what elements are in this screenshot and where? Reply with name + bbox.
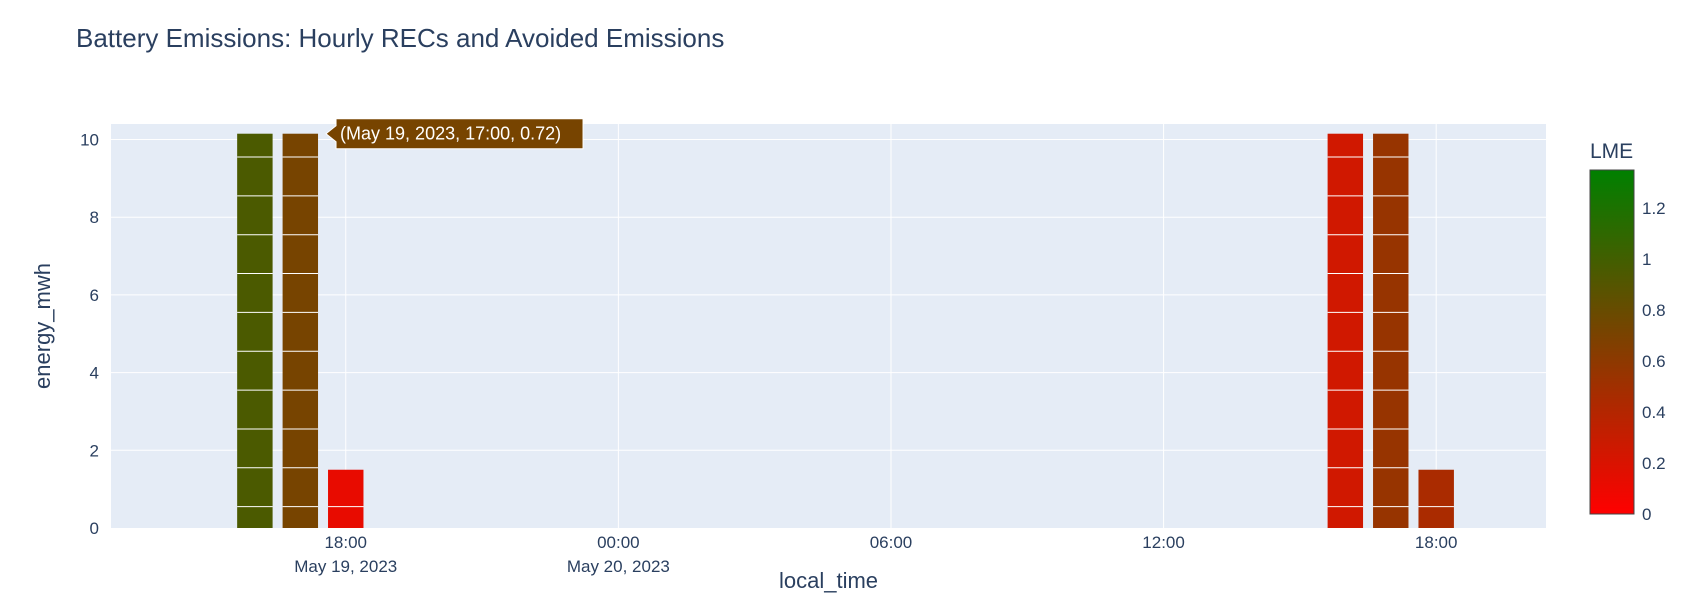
- bar: [237, 133, 273, 528]
- y-tick-label: 10: [80, 131, 99, 150]
- x-axis: 18:00 May 19, 2023 00:00 May 20, 2023 06:00 1…: [294, 533, 1457, 576]
- x-tick-label: 12:00: [1142, 533, 1185, 552]
- y-axis: 0 2 4 6 8 10: [80, 131, 99, 538]
- x-tick-sublabel: May 19, 2023: [294, 557, 397, 576]
- x-axis-title: local_time: [779, 568, 878, 593]
- plot-background: [111, 124, 1546, 528]
- bar: [1327, 133, 1364, 528]
- bar: [1418, 469, 1454, 528]
- y-tick-label: 0: [90, 519, 99, 538]
- bar-fill: [1327, 133, 1364, 528]
- colorbar-tick-label: 0: [1642, 505, 1651, 524]
- x-tick-label: 00:00: [597, 533, 640, 552]
- colorbar: LME 0 0.2 0.4 0.6 0.8 1 1.2: [1589, 140, 1666, 524]
- colorbar-tick-label: 1.2: [1642, 199, 1666, 218]
- tooltip-box: [325, 118, 584, 150]
- y-tick-label: 6: [90, 286, 99, 305]
- hover-tooltip: (May 19, 2023, 17:00, 0.72): [325, 118, 584, 150]
- x-tick-label: 06:00: [870, 533, 913, 552]
- chart-title: Battery Emissions: Hourly RECs and Avoid…: [76, 23, 724, 53]
- bar-fill: [1418, 469, 1454, 528]
- bar-fill: [328, 469, 364, 528]
- y-tick-label: 2: [90, 441, 99, 460]
- colorbar-tick-label: 0.6: [1642, 352, 1666, 371]
- plot-area[interactable]: [111, 124, 1546, 528]
- y-tick-label: 8: [90, 208, 99, 227]
- bar: [282, 133, 319, 528]
- bar: [1373, 133, 1409, 528]
- colorbar-tick-label: 0.4: [1642, 403, 1666, 422]
- tooltip-text: (May 19, 2023, 17:00, 0.72): [340, 124, 561, 144]
- colorbar-gradient: [1589, 169, 1635, 515]
- y-axis-title: energy_mwh: [30, 263, 55, 389]
- colorbar-tick-label: 0.2: [1642, 454, 1666, 473]
- x-tick-label: 18:00: [324, 533, 367, 552]
- colorbar-tick-label: 1: [1642, 250, 1651, 269]
- bar: [328, 469, 364, 528]
- x-tick-sublabel: May 20, 2023: [567, 557, 670, 576]
- bar-fill: [282, 133, 319, 528]
- colorbar-title: LME: [1590, 140, 1633, 163]
- colorbar-tick-label: 0.8: [1642, 301, 1666, 320]
- bar-fill: [237, 133, 273, 528]
- y-tick-label: 4: [90, 364, 99, 383]
- x-tick-label: 18:00: [1415, 533, 1458, 552]
- bar-fill: [1373, 133, 1409, 528]
